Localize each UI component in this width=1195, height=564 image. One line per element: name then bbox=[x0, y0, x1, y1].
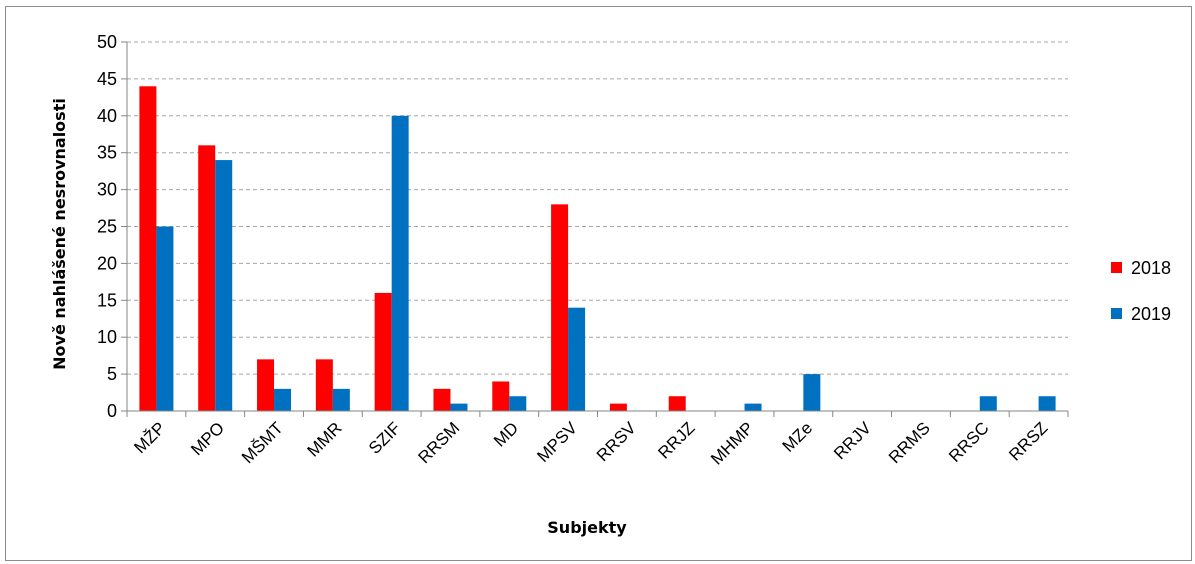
x-tick-label: RRSV bbox=[593, 418, 640, 465]
y-tick-label: 40 bbox=[97, 106, 117, 126]
x-tick-label: MPSV bbox=[533, 418, 581, 466]
bar-2019-RRSM bbox=[450, 403, 468, 411]
bar-2018-RRSV bbox=[609, 403, 627, 411]
bar-2019-MPSV bbox=[568, 307, 586, 411]
y-tick-label: 0 bbox=[107, 401, 117, 421]
bar-2018-SZIF bbox=[374, 292, 392, 411]
y-axis-title: Nově nahlášené nesrovnalosti bbox=[50, 98, 69, 370]
y-tick-label: 25 bbox=[97, 217, 117, 237]
x-tick-label: RRJZ bbox=[654, 418, 698, 462]
y-tick-label: 20 bbox=[97, 253, 117, 273]
bar-2018-RRSM bbox=[433, 388, 451, 411]
bar-2018-MPO bbox=[198, 145, 216, 411]
x-tick-label: RRSC bbox=[945, 418, 992, 465]
bar-2019-MPO bbox=[215, 160, 233, 411]
x-tick-label: MPO bbox=[187, 418, 228, 459]
legend-label-2019: 2019 bbox=[1131, 304, 1171, 324]
bar-2019-MMR bbox=[332, 388, 350, 411]
bar-2019-MŠMT bbox=[274, 388, 292, 411]
x-tick-label: RRJV bbox=[830, 418, 875, 463]
x-tick-label: RRSZ bbox=[1005, 418, 1051, 464]
bar-chart: 0 5 10 15 20 25 30 35 40 45 50 MŽP MPO MŠMT MMR SZIF RR… bbox=[50, 32, 1171, 537]
legend-label-2018: 2018 bbox=[1131, 258, 1171, 278]
x-tick-label: MHMP bbox=[707, 418, 757, 468]
bar-2018-RRJZ bbox=[668, 396, 686, 411]
y-tick-labels: 0 5 10 15 20 25 30 35 40 45 50 bbox=[97, 32, 117, 421]
gridlines bbox=[127, 41, 1068, 375]
x-tick-label: MD bbox=[490, 418, 522, 450]
legend-swatch-2018 bbox=[1111, 262, 1122, 273]
bar-2019-RRSC bbox=[979, 396, 997, 411]
x-tick-label: MZe bbox=[779, 418, 816, 455]
y-tick-label: 50 bbox=[97, 32, 117, 52]
bar-2019-RRSZ bbox=[1038, 396, 1056, 411]
bar-2018-MMR bbox=[315, 359, 333, 411]
bar-2018-MŠMT bbox=[257, 359, 275, 411]
y-tick-label: 15 bbox=[97, 290, 117, 310]
bar-2019-MD bbox=[509, 396, 527, 411]
x-tick-label: MŠMT bbox=[238, 418, 287, 467]
x-tick-label: MMR bbox=[304, 418, 346, 460]
bar-2019-MHMP bbox=[744, 403, 762, 411]
x-tick-label: SZIF bbox=[365, 418, 404, 457]
x-tick-label: RRSM bbox=[414, 418, 463, 467]
legend-swatch-2019 bbox=[1111, 308, 1122, 319]
x-tick-label: RRMS bbox=[885, 418, 934, 467]
legend: 2018 2019 bbox=[1111, 258, 1171, 324]
chart-frame: 0 5 10 15 20 25 30 35 40 45 50 MŽP MPO MŠMT MMR SZIF RR… bbox=[5, 6, 1192, 561]
y-tick-label: 45 bbox=[97, 69, 117, 89]
y-tick-label: 10 bbox=[97, 327, 117, 347]
x-tick-labels: MŽP MPO MŠMT MMR SZIF RRSM MD MPSV RRSV RRJZ MHMP M… bbox=[130, 418, 1051, 469]
bar-2018-MPSV bbox=[551, 204, 569, 411]
y-tick-label: 5 bbox=[107, 364, 117, 384]
axes bbox=[121, 41, 1069, 417]
bar-2018-MD bbox=[492, 381, 510, 411]
bar-2019-SZIF bbox=[391, 115, 409, 412]
y-tick-label: 35 bbox=[97, 143, 117, 163]
x-tick-label: MŽP bbox=[130, 418, 169, 457]
bar-2019-MZe bbox=[803, 374, 821, 411]
bar-2019-MŽP bbox=[156, 226, 174, 411]
y-tick-label: 30 bbox=[97, 180, 117, 200]
bar-2018-MŽP bbox=[139, 86, 157, 411]
bars bbox=[139, 86, 1056, 412]
x-axis-title: Subjekty bbox=[547, 518, 627, 537]
